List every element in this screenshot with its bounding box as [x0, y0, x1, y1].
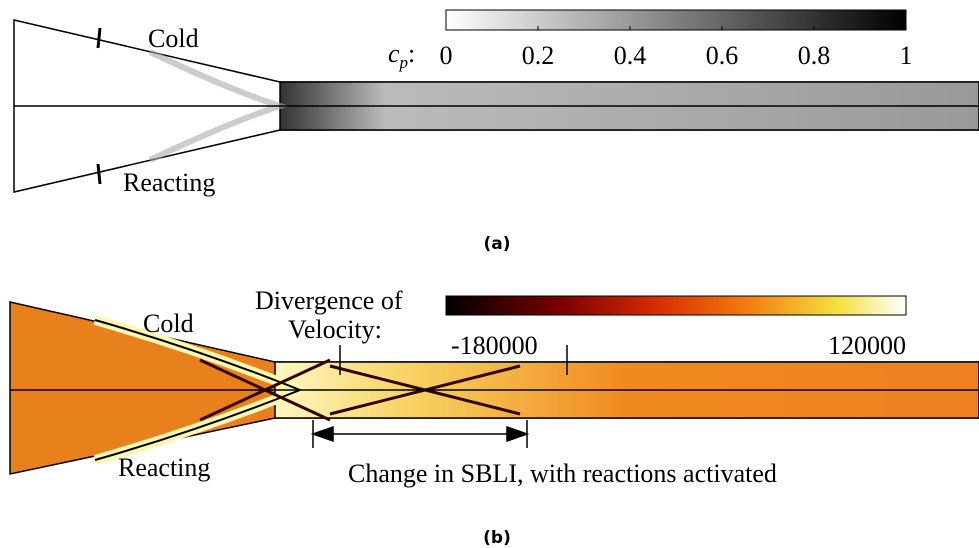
- nozzle-b: [9, 301, 979, 475]
- tick-label: 0.4: [614, 41, 647, 70]
- tick-label: 0: [440, 41, 453, 70]
- colorbar-b: [445, 295, 907, 316]
- colorbar-title: cp:: [388, 39, 415, 72]
- tick-label: 0.8: [798, 41, 831, 70]
- tick-label: 0.6: [706, 41, 739, 70]
- tick-label: 120000: [828, 331, 906, 360]
- annotation-arrows: [310, 420, 530, 448]
- tick-label: -180000: [451, 331, 538, 360]
- bottom-label: Reacting: [118, 453, 210, 482]
- annotation: Change in SBLI, with reactions activated: [348, 459, 777, 488]
- top-label: Cold: [148, 24, 199, 53]
- tick-label: 0.2: [522, 41, 555, 70]
- nozzle-a: [13, 19, 979, 193]
- colorbar-a: [445, 9, 907, 31]
- colorbar-title: Divergence of: [255, 286, 403, 315]
- bottom-label: Reacting: [123, 168, 215, 197]
- top-label: Cold: [143, 309, 194, 338]
- panel-label: (a): [483, 234, 510, 254]
- panel-label: (b): [483, 528, 511, 548]
- colorbar-title: Velocity:: [288, 315, 382, 344]
- tick-label: 1: [900, 41, 913, 70]
